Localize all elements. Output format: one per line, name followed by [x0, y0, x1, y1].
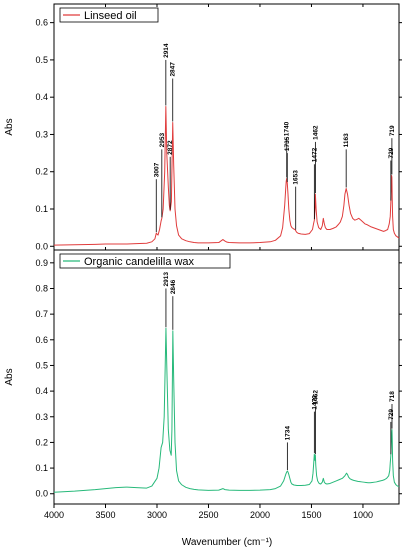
bottom-peak-label: 2846 — [170, 279, 177, 294]
bottom-peak-label: 718 — [389, 391, 396, 402]
top-peak-label: 1472 — [311, 147, 318, 162]
x-tick-label: 1000 — [353, 510, 373, 520]
top-y-tick-label: 0.6 — [35, 18, 48, 28]
bottom-y-axis-title: Abs — [4, 368, 15, 385]
top-y-axis-title: Abs — [4, 118, 15, 135]
top-peak-label: 1735 — [284, 136, 291, 151]
bottom-y-tick-label: 0.0 — [35, 489, 48, 499]
bottom-y-tick-label: 0.9 — [35, 258, 48, 268]
top-peak-label: 1163 — [343, 133, 350, 147]
top-peak-label: 719 — [389, 125, 396, 136]
top-peak-label: 729 — [388, 147, 395, 158]
bottom-y-tick-label: 0.6 — [35, 335, 48, 345]
top-peak-label: 2914 — [163, 43, 170, 58]
bottom-peak-label: 1462 — [312, 390, 319, 405]
x-axis-title: Wavenumber (cm⁻¹) — [182, 537, 272, 548]
top-y-tick-label: 0.2 — [35, 167, 48, 177]
x-tick-label: 1500 — [301, 510, 321, 520]
x-tick-label: 2500 — [198, 510, 218, 520]
bottom-y-tick-label: 0.4 — [35, 386, 48, 396]
bottom-y-tick-label: 0.3 — [35, 412, 48, 422]
top-peak-label: 2953 — [159, 133, 166, 148]
top-y-tick-label: 0.5 — [35, 55, 48, 65]
top-y-tick-label: 0.0 — [35, 241, 48, 251]
bottom-series-line — [53, 327, 400, 493]
bottom-y-tick-label: 0.2 — [35, 437, 48, 447]
top-peak-label: 1462 — [312, 125, 319, 140]
top-peak-label: 2847 — [170, 62, 177, 77]
bottom-peak-label: 2913 — [163, 272, 170, 287]
top-panel: 0.0 0.1 0.2 0.3 0.4 0.5 0.6 Abs Linseed oil 3007 2… — [4, 3, 402, 251]
top-peak-label: 3007 — [153, 162, 160, 177]
bottom-peak-label: 729 — [388, 409, 395, 420]
top-y-tick-label: 0.1 — [35, 204, 48, 214]
top-peak-label: 2872 — [167, 140, 174, 155]
top-y-tick-label: 0.3 — [35, 129, 48, 139]
x-tick-label: 4000 — [44, 510, 64, 520]
bottom-y-tick-label: 0.1 — [35, 463, 48, 473]
top-plot-frame — [53, 3, 400, 251]
top-series-line — [53, 106, 400, 246]
top-y-tick-label: 0.4 — [35, 92, 48, 102]
x-tick-label: 3000 — [147, 510, 167, 520]
x-axis: 4000 3500 3000 2500 2000 1500 1000 — [44, 4, 373, 520]
bottom-peak-label: 1472 — [311, 395, 318, 410]
bottom-peak-label: 1734 — [284, 426, 291, 441]
bottom-panel: 0.0 0.1 0.2 0.3 0.4 0.5 0.6 0.7 0.8 0.9 Abs Organic… — [4, 249, 402, 505]
bottom-legend-label: Organic candelilla wax — [84, 256, 195, 268]
top-peak-label: 1740 — [284, 121, 291, 136]
x-tick-label: 3500 — [95, 510, 115, 520]
top-peak-label: 1653 — [293, 170, 300, 185]
bottom-y-tick-label: 0.8 — [35, 283, 48, 293]
bottom-plot-frame — [53, 249, 400, 505]
bottom-legend-box — [59, 253, 231, 269]
bottom-y-tick-label: 0.7 — [35, 309, 48, 319]
top-legend-box — [59, 7, 159, 23]
x-tick-label: 2000 — [250, 510, 270, 520]
bottom-y-tick-label: 0.5 — [35, 360, 48, 370]
top-legend-label: Linseed oil — [84, 10, 137, 22]
